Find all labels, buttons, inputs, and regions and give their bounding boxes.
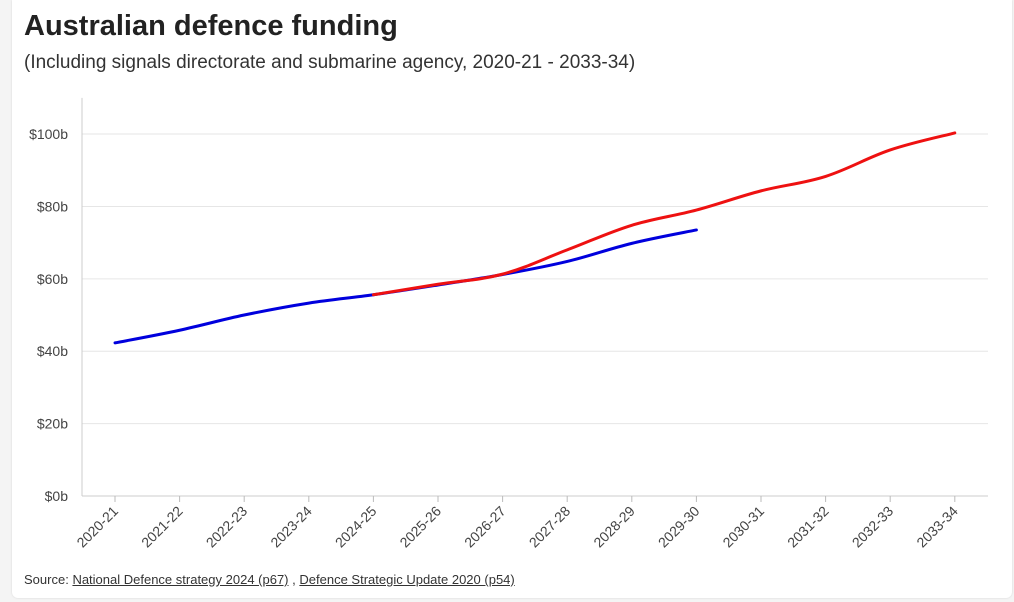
x-tick-labels: 2020-21 2021-22 2022-23 2023-24 2024-25 2025-… — [73, 503, 961, 551]
x-tick-label: 2030-31 — [719, 503, 767, 551]
x-tick-label: 2023-24 — [267, 503, 315, 551]
y-tick-label: $0b — [45, 488, 69, 504]
y-tick-label: $100b — [29, 126, 68, 142]
source-separator: , — [288, 572, 296, 587]
gridlines — [82, 133, 988, 425]
chart-card — [12, 0, 1012, 598]
y-tick-labels: $0b $20b $40b $60b $80b $100b — [29, 126, 68, 504]
series-lines — [113, 131, 957, 345]
chart-subtitle: (Including signals directorate and subma… — [24, 52, 636, 73]
y-tick-label: $80b — [37, 198, 68, 214]
chart-title: Australian defence funding — [24, 10, 398, 42]
x-tick-label: 2022-23 — [203, 503, 251, 551]
x-tick-label: 2025-26 — [396, 503, 444, 551]
source-note: Source: National Defence strategy 2024 (… — [24, 572, 515, 587]
source-label: Source: — [24, 572, 69, 587]
x-tick-label: 2021-22 — [138, 503, 186, 551]
x-tick-label: 2026-27 — [461, 503, 509, 551]
x-tick-label: 2029-30 — [655, 503, 703, 551]
series-line-1 — [113, 228, 698, 345]
y-tick-label: $20b — [37, 416, 68, 432]
x-tick-label: 2027-28 — [526, 503, 574, 551]
x-tick-label: 2020-21 — [73, 503, 121, 551]
y-tick-label: $40b — [37, 343, 68, 359]
source-link-national-defence-strategy[interactable]: National Defence strategy 2024 (p67) — [72, 572, 289, 587]
x-tick-label: 2031-32 — [784, 503, 832, 551]
x-tick-label: 2028-29 — [590, 503, 638, 551]
axes — [81, 97, 988, 502]
x-tick-label: 2024-25 — [332, 503, 380, 551]
x-tick-label: 2033-34 — [913, 503, 961, 551]
series-line-2 — [371, 131, 957, 297]
y-tick-label: $60b — [37, 271, 68, 287]
source-link-defence-strategic-update[interactable]: Defence Strategic Update 2020 (p54) — [299, 572, 515, 587]
x-tick-label: 2032-33 — [849, 503, 897, 551]
